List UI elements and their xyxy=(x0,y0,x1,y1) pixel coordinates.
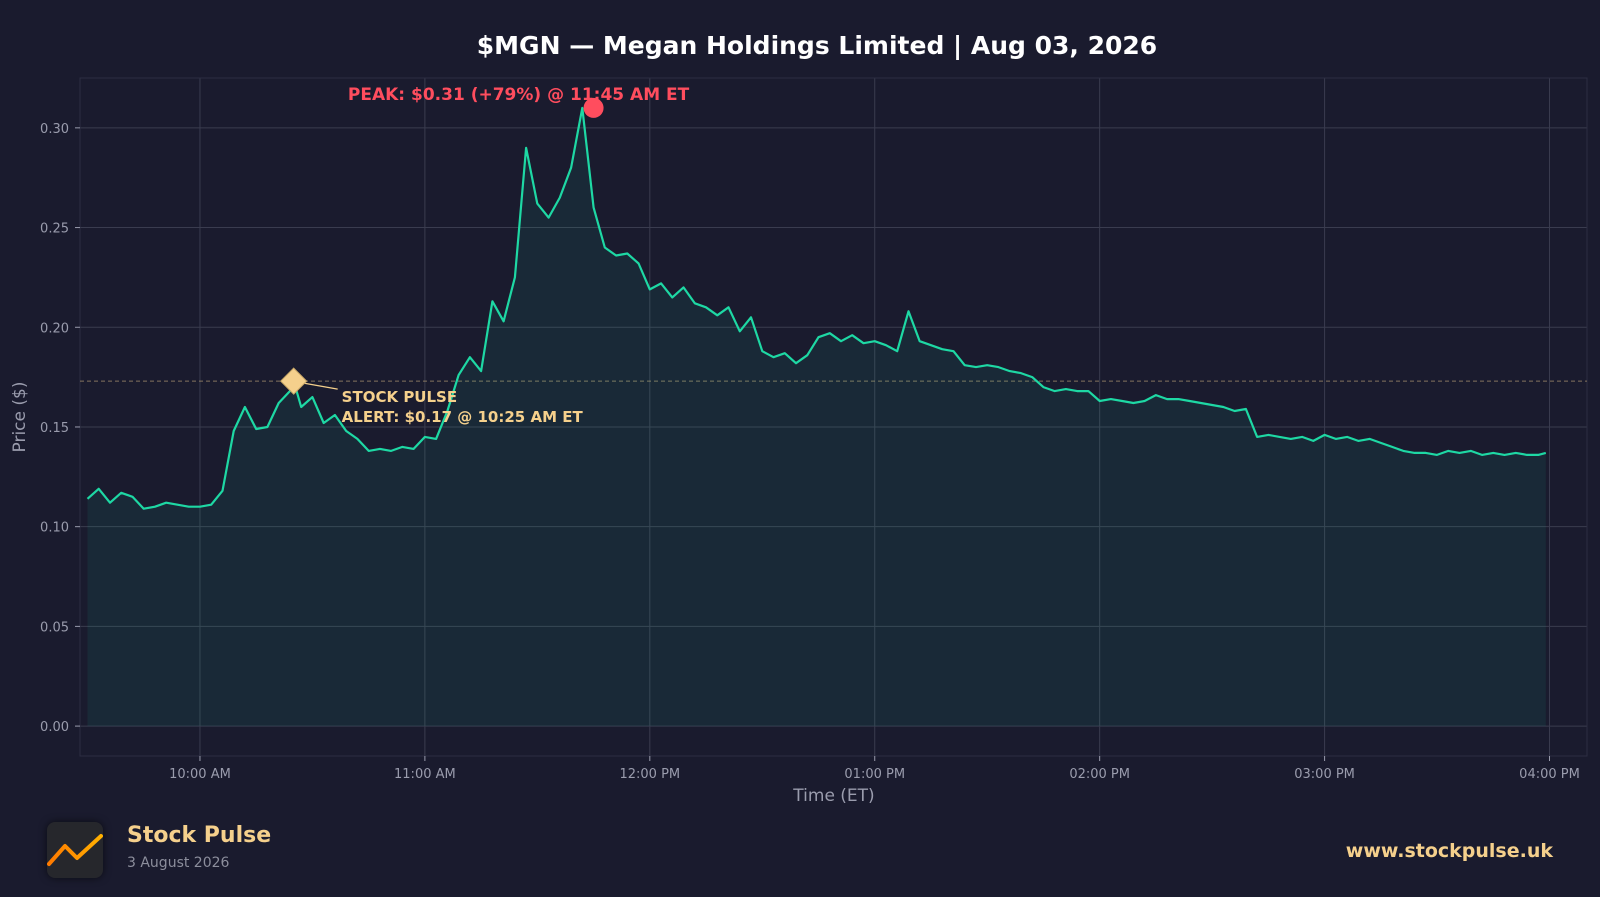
y-tick-label: 0.05 xyxy=(40,620,69,635)
plot-frame xyxy=(79,77,1588,757)
footer: Stock Pulse 3 August 2026 www.stockpulse… xyxy=(0,815,1600,885)
brand-name: Stock Pulse xyxy=(127,823,272,848)
x-tick-label: 04:00 PM xyxy=(1519,767,1580,782)
y-tick-label: 0.30 xyxy=(40,122,69,137)
stock-pulse-logo xyxy=(47,822,103,878)
alert-diamond-marker xyxy=(279,367,308,395)
trend-line-icon xyxy=(47,834,103,866)
x-tick-label: 11:00 AM xyxy=(394,767,456,782)
alert-annotation-title: STOCK PULSE xyxy=(342,388,457,406)
y-tick-label: 0.25 xyxy=(40,222,69,237)
x-axis-ticks: 10:00 AM 11:00 AM 12:00 PM 01:00 PM 02:00 PM… xyxy=(169,756,1580,782)
y-axis-ticks: 0.00 0.05 0.10 0.15 0.20 0.25 0.30 xyxy=(40,122,80,735)
x-tick-label: 02:00 PM xyxy=(1069,767,1130,782)
x-tick-label: 03:00 PM xyxy=(1294,767,1355,782)
price-line xyxy=(86,106,1547,510)
chart-grid xyxy=(80,78,1587,756)
x-tick-label: 12:00 PM xyxy=(619,767,680,782)
y-tick-label: 0.15 xyxy=(40,421,69,436)
x-tick-label: 01:00 PM xyxy=(844,767,905,782)
peak-marker xyxy=(583,97,604,118)
y-axis-label: Price ($) xyxy=(10,382,30,453)
y-tick-label: 0.00 xyxy=(40,720,69,735)
website-link[interactable]: www.stockpulse.uk xyxy=(1345,840,1553,862)
x-axis-label: Time (ET) xyxy=(792,786,874,806)
y-tick-label: 0.10 xyxy=(40,521,69,536)
alert-annotation-detail: ALERT: $0.17 @ 10:25 AM ET xyxy=(342,408,584,426)
x-tick-label: 10:00 AM xyxy=(169,767,231,782)
peak-annotation-label: PEAK: $0.31 (+79%) @ 11:45 AM ET xyxy=(348,85,690,105)
alert-connector-line xyxy=(303,382,338,390)
brand-date: 3 August 2026 xyxy=(127,855,230,871)
price-area-fill xyxy=(87,107,1546,727)
chart-title: $MGN — Megan Holdings Limited | Aug 03, … xyxy=(477,31,1157,60)
y-tick-label: 0.20 xyxy=(40,321,69,336)
